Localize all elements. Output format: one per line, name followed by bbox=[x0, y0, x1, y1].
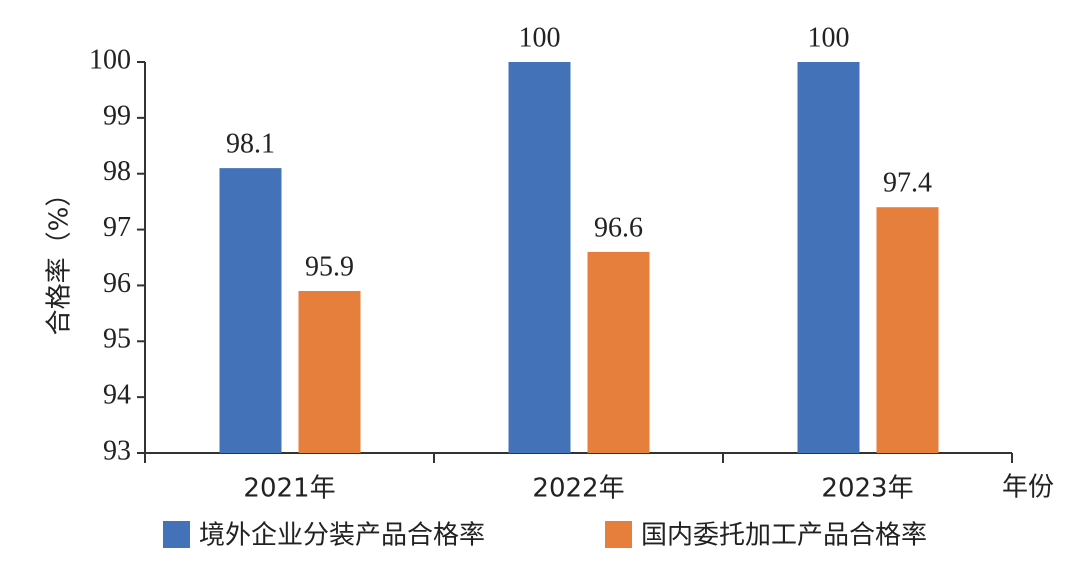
bar bbox=[298, 291, 361, 453]
legend-label: 境外企业分装产品合格率 bbox=[199, 521, 485, 551]
y-axis-label: 合格率（%） bbox=[45, 181, 75, 336]
value-label: 96.6 bbox=[594, 212, 643, 243]
y-tick-label: 99 bbox=[103, 100, 131, 131]
value-label: 100 bbox=[519, 22, 561, 53]
legend-swatch bbox=[605, 521, 632, 548]
value-label: 100 bbox=[808, 22, 850, 53]
y-tick-label: 96 bbox=[103, 268, 131, 299]
value-label: 98.1 bbox=[226, 129, 275, 160]
bar bbox=[587, 251, 650, 453]
y-tick-label: 98 bbox=[103, 156, 131, 187]
bar bbox=[876, 207, 939, 453]
x-tick-label: 2021年 bbox=[243, 474, 335, 504]
value-label: 97.4 bbox=[883, 168, 932, 199]
x-tick-label: 2022年 bbox=[532, 474, 624, 504]
value-label: 95.9 bbox=[305, 251, 354, 282]
y-tick-label: 100 bbox=[89, 44, 131, 75]
y-tick-label: 93 bbox=[103, 435, 131, 466]
y-tick-label: 94 bbox=[103, 380, 131, 411]
x-tick-label: 2023年 bbox=[821, 474, 913, 504]
bar bbox=[219, 168, 282, 453]
bar bbox=[508, 62, 571, 453]
legend-swatch bbox=[163, 521, 190, 548]
y-tick-label: 95 bbox=[103, 324, 131, 355]
legend-label: 国内委托加工产品合格率 bbox=[641, 521, 927, 551]
bar bbox=[797, 62, 860, 453]
x-axis-label: 年份 bbox=[1002, 473, 1054, 503]
y-tick-label: 97 bbox=[103, 212, 131, 243]
